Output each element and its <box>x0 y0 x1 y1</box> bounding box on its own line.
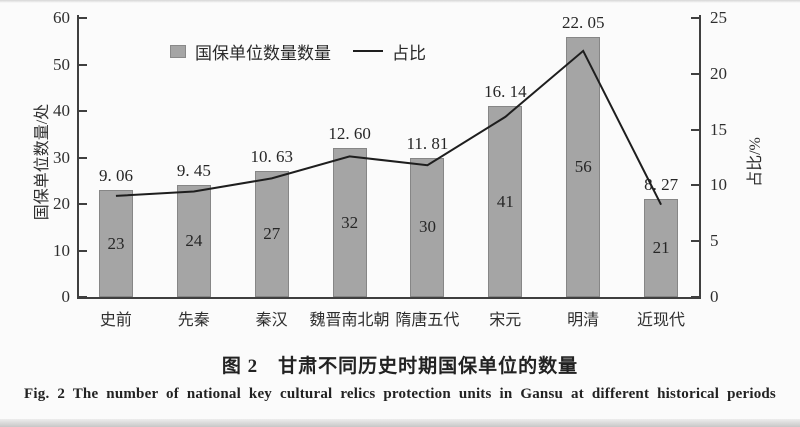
right-axis-tick <box>691 296 699 298</box>
left-axis-tick-label: 10 <box>53 240 70 260</box>
bar-value-label: 32 <box>341 212 359 232</box>
left-axis-tick-label: 30 <box>53 147 70 167</box>
right-axis-tick <box>691 240 699 243</box>
right-axis-tick <box>691 72 699 75</box>
left-axis-tick <box>79 63 87 66</box>
percent-data-label: 11. 81 <box>406 133 449 153</box>
bar-series-legend-label: 国保单位数量数量 <box>195 43 331 63</box>
percent-data-label: 9. 45 <box>176 161 211 181</box>
x-axis-category-label: 近现代 <box>637 312 686 329</box>
percent-data-label: 12. 60 <box>328 124 371 144</box>
percent-data-label: 10. 63 <box>250 147 293 167</box>
x-axis-category-label: 宋元 <box>489 312 522 329</box>
left-axis-tick <box>79 156 87 159</box>
proportion-line <box>115 49 662 206</box>
bar-series-swatch-icon <box>170 44 186 58</box>
bar <box>176 185 211 297</box>
right-axis-tick-label: 10 <box>710 175 727 195</box>
chart: 国保单位数量数量 占比 国保单位数量/处 占比/% 0 10 20 30 40 50 60 0… <box>34 8 764 329</box>
left-axis-tick-label: 20 <box>53 194 70 213</box>
left-axis-tick <box>79 17 87 19</box>
bar-value-label: 27 <box>263 224 281 244</box>
right-axis-tick-label: 5 <box>710 231 719 251</box>
bar <box>566 36 601 297</box>
right-axis-tick <box>691 17 699 19</box>
bar-value-label: 56 <box>574 156 592 176</box>
percent-data-label: 9. 06 <box>98 166 133 186</box>
figure-caption-chinese: 图 2 甘肃不同历史时期国保单位的数量 <box>221 356 579 377</box>
left-axis-tick <box>79 296 87 298</box>
bar <box>254 171 289 297</box>
page-top-edge <box>0 0 800 3</box>
bar <box>644 199 679 297</box>
bar-value-label: 41 <box>496 191 514 211</box>
bar <box>98 190 133 297</box>
right-axis-tick <box>691 184 699 187</box>
bar <box>488 106 523 297</box>
left-axis-tick-label: 60 <box>53 8 70 27</box>
bar <box>410 157 445 297</box>
proportion-line-layer <box>115 49 662 206</box>
right-axis-tick-label: 25 <box>710 8 727 27</box>
right-axis-tick-label: 15 <box>710 119 727 139</box>
right-axis-line <box>699 15 701 299</box>
bar-value-label: 21 <box>652 238 670 258</box>
left-axis-tick <box>79 203 87 205</box>
left-axis-tick <box>79 110 87 112</box>
figure-caption-english: Fig. 2 The number of national key cultur… <box>24 386 776 402</box>
x-axis-category-label: 先秦 <box>177 312 210 329</box>
right-axis-tick <box>691 128 699 131</box>
page-bottom-edge <box>0 419 800 427</box>
percent-data-label: 16. 14 <box>484 82 527 102</box>
x-axis-category-label: 明清 <box>567 312 600 329</box>
bar-value-label: 24 <box>185 231 203 251</box>
left-axis-tick-label: 0 <box>61 287 71 306</box>
x-axis-category-label: 史前 <box>99 312 132 329</box>
right-axis-tick-label: 0 <box>710 287 719 306</box>
bar-value-label: 30 <box>418 217 436 237</box>
left-axis-tick-label: 40 <box>53 101 70 120</box>
plot-area: 0 10 20 30 40 50 60 0 5 10 15 20 25 23 9. 06 史前 24 9. 45 先… <box>53 8 727 329</box>
x-axis-category-label: 魏晋南北朝 <box>309 312 390 329</box>
left-axis-line <box>77 15 79 299</box>
left-axis-tick-label: 50 <box>53 54 70 74</box>
left-axis-tick <box>79 249 87 252</box>
bottom-axis-line <box>77 297 700 299</box>
line-series-legend-label: 占比 <box>392 43 426 63</box>
x-axis-category-label: 秦汉 <box>255 312 288 329</box>
line-series-swatch-icon <box>353 50 383 52</box>
right-axis-tick-label: 20 <box>710 63 727 83</box>
chart-legend: 国保单位数量数量 占比 <box>170 42 426 63</box>
bar <box>332 148 367 297</box>
percent-data-label: 22. 05 <box>561 12 605 32</box>
bar-value-label: 23 <box>107 233 125 253</box>
x-axis-category-label: 隋唐五代 <box>395 312 460 329</box>
